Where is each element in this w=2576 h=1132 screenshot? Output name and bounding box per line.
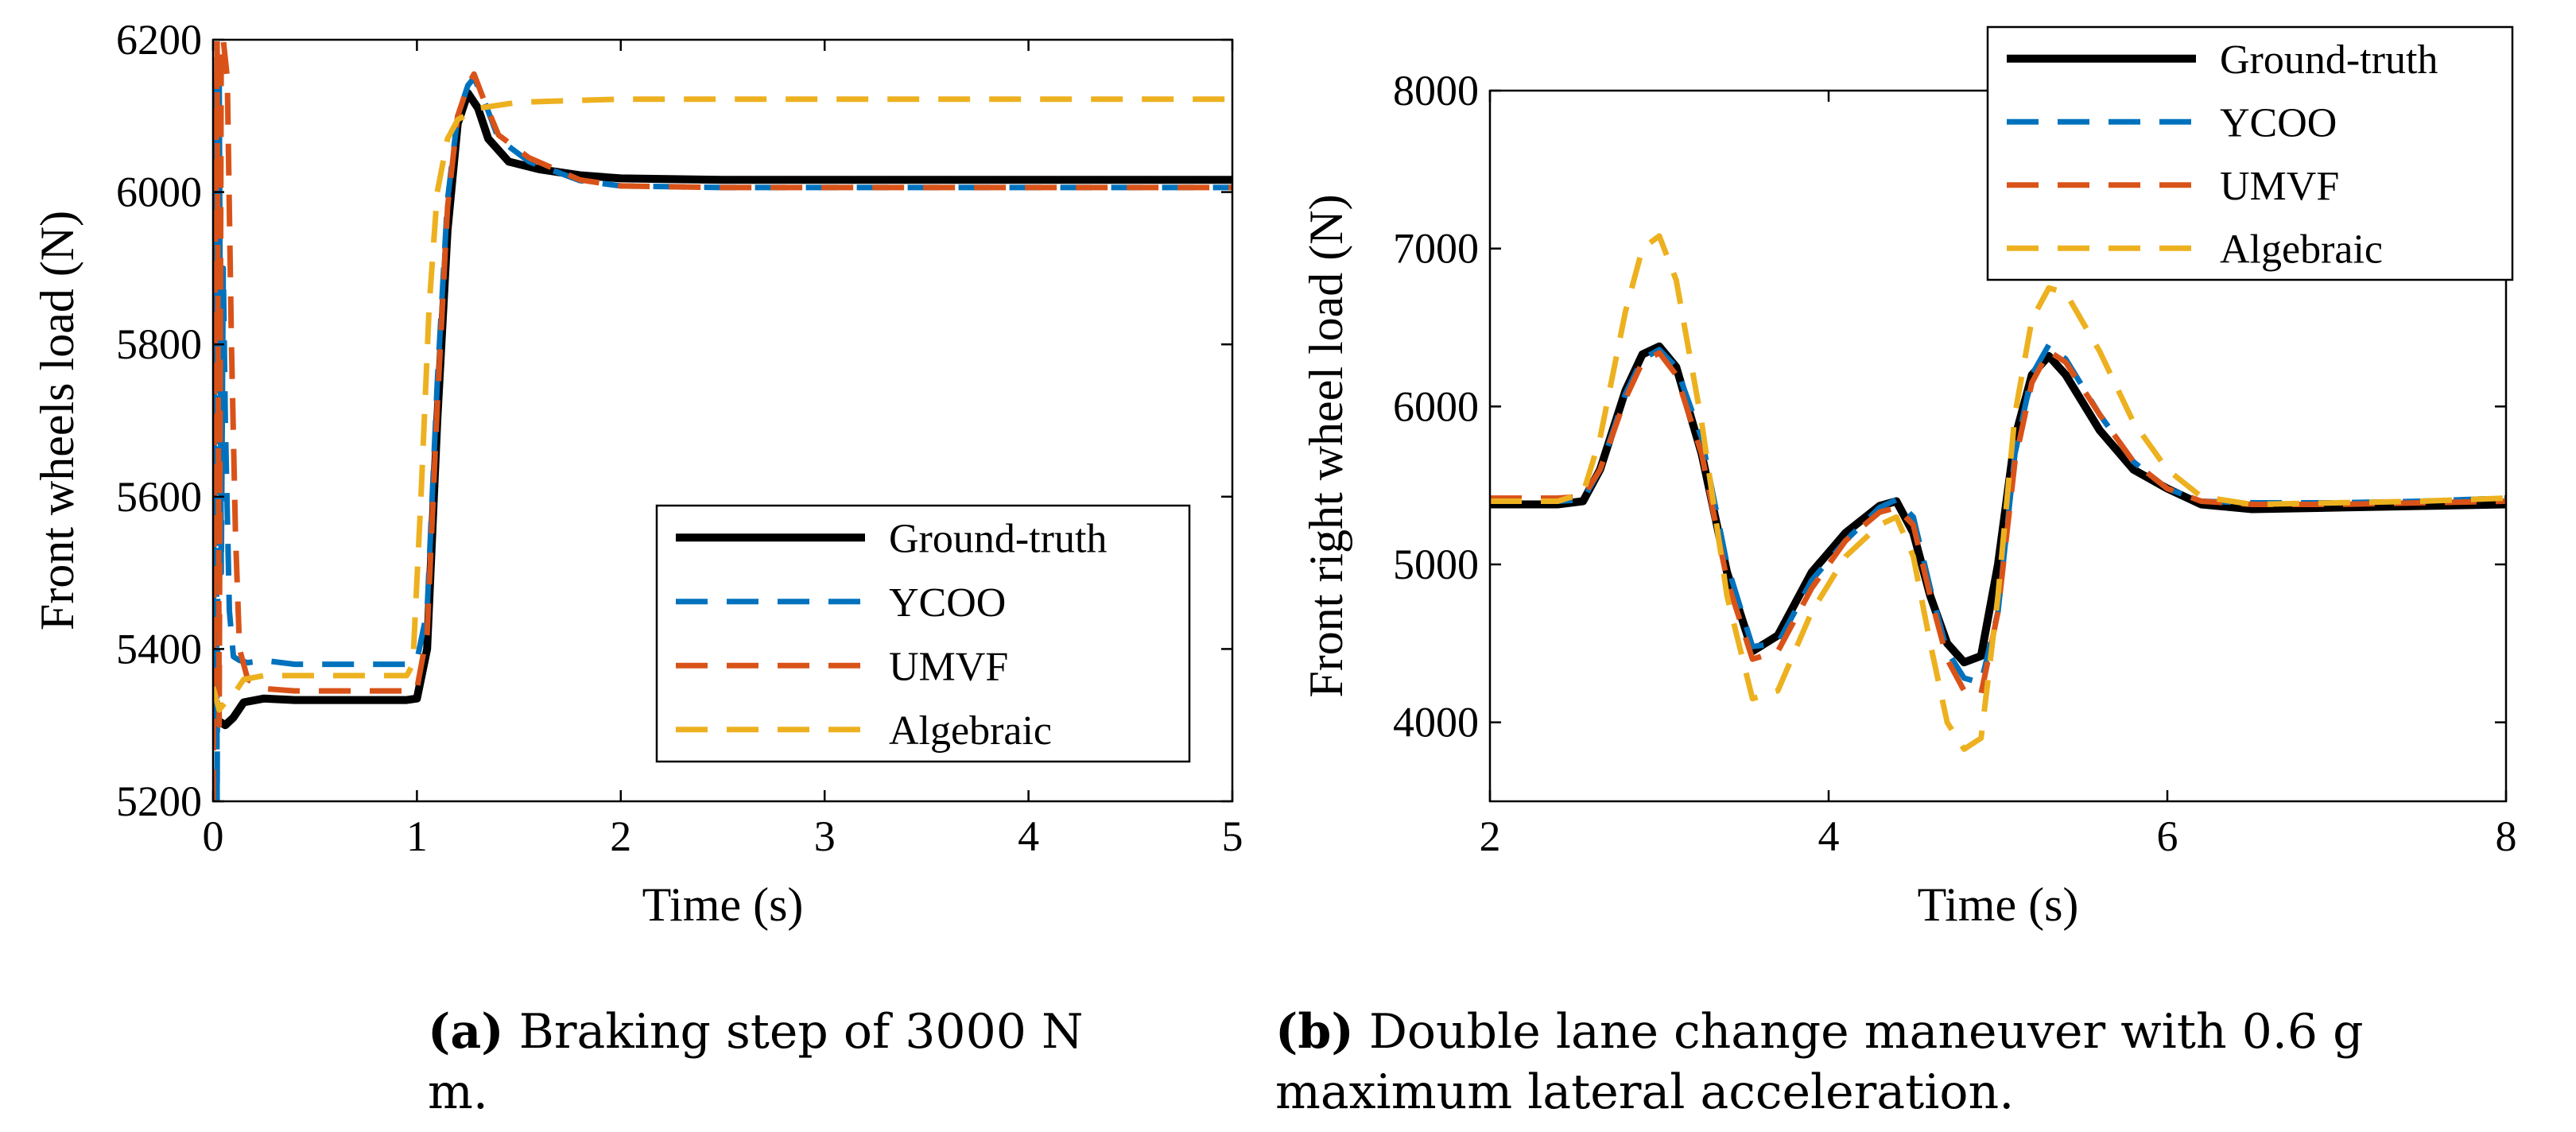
caption-b-tag: (b) <box>1275 1004 1354 1060</box>
chart-b-legend-box <box>1986 25 2514 281</box>
caption-b-text: Double lane change maneuver with 0.6 g m… <box>1275 1004 2364 1120</box>
chart-a-ytick-label-6000: 6000 <box>116 169 202 216</box>
chart-a-xlabel: Time (s) <box>642 878 804 931</box>
chart-a-axes-box <box>211 38 1234 803</box>
chart-b-legend-label-ground-truth: Ground-truth <box>2220 37 2438 83</box>
chart-b-xlabel: Time (s) <box>1918 878 2079 931</box>
chart-a-xtick-label-1: 1 <box>406 812 428 860</box>
chart-b-legend-label-ycoo: YCOO <box>2220 100 2337 145</box>
chart-b-xtick-label-4: 4 <box>1818 812 1840 860</box>
chart-a-legend-label-umvf: UMVF <box>889 644 1008 689</box>
chart-a-series-group <box>213 40 1232 801</box>
chart-b-series-group <box>1490 233 2506 752</box>
chart-b-front-right-wheel-load: 2 4 6 8 4000 5000 6000 7000 8000 Time (s) Front ri… <box>1300 25 2517 931</box>
chart-b-legend-label-umvf: UMVF <box>2220 164 2339 209</box>
caption-a-tag: (a) <box>428 1004 504 1060</box>
chart-a-legend-label-algebraic: Algebraic <box>889 708 1052 754</box>
caption-b: (b) Double lane change maneuver with 0.6… <box>1275 1002 2571 1122</box>
chart-b-xtick-label-2: 2 <box>1480 812 1501 860</box>
chart-b-legend: Ground-truth YCOO UMVF Algebraic <box>1986 25 2514 281</box>
chart-b-ytick-label-4000: 4000 <box>1393 699 1479 746</box>
caption-a-text: Braking step of 3000 N m. <box>428 1004 1084 1120</box>
chart-b-xtick-label-8: 8 <box>2496 812 2517 860</box>
chart-a-ytick-label-6200: 6200 <box>116 16 202 64</box>
chart-a-legend: Ground-truth YCOO UMVF Algebraic <box>655 504 1191 763</box>
chart-a-xtick-label-2: 2 <box>610 812 631 860</box>
chart-b-series-umvf <box>1490 348 2506 697</box>
chart-a-xtick-label-4: 4 <box>1018 812 1039 860</box>
chart-a-legend-label-ycoo: YCOO <box>889 580 1006 626</box>
chart-b-xtick-label-6: 6 <box>2157 812 2178 860</box>
chart-b-legend-label-algebraic: Algebraic <box>2220 227 2383 272</box>
chart-a-xtick-label-3: 3 <box>814 812 836 860</box>
chart-a-xtick-label-0: 0 <box>203 812 224 860</box>
chart-a-legend-box <box>655 504 1191 763</box>
chart-b-series-algebraic <box>1490 233 2506 752</box>
chart-b-ytick-label-8000: 8000 <box>1393 67 1479 114</box>
chart-a-ytick-label-5600: 5600 <box>116 473 202 521</box>
chart-b-series-ycoo <box>1490 342 2506 686</box>
chart-b-ytick-label-7000: 7000 <box>1393 225 1479 273</box>
chart-a-front-wheels-load: 0 1 2 3 4 5 5200 5400 5600 5800 6000 6200 Time (s) Fr… <box>31 16 1243 931</box>
chart-a-ylabel: Front wheels load (N) <box>31 211 83 630</box>
chart-a-series-algebraic <box>213 96 1232 713</box>
chart-a-xtick-label-5: 5 <box>1222 812 1243 860</box>
chart-a-ytick-label-5200: 5200 <box>116 777 202 825</box>
caption-a: (a) Braking step of 3000 N m. <box>428 1002 1143 1122</box>
chart-a-series-umvf <box>213 40 1232 801</box>
chart-b-ylabel: Front right wheel load (N) <box>1300 194 1352 697</box>
chart-a-ytick-label-5800: 5800 <box>116 320 202 368</box>
chart-b-ytick-label-5000: 5000 <box>1393 541 1479 588</box>
chart-a-ytick-label-5400: 5400 <box>116 625 202 673</box>
chart-b-ytick-label-6000: 6000 <box>1393 382 1479 430</box>
chart-a-legend-label-ground-truth: Ground-truth <box>889 516 1107 561</box>
